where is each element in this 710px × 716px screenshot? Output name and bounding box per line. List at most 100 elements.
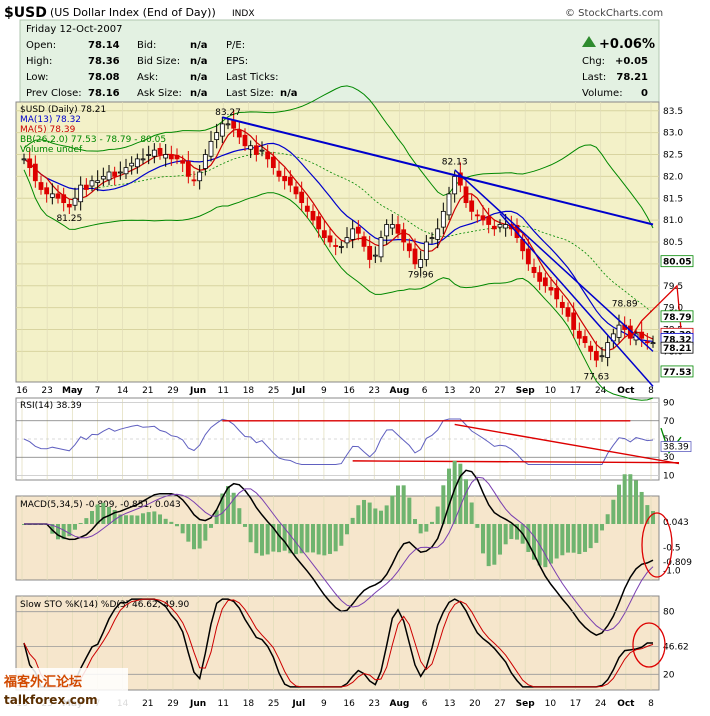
x-axis-label: 21: [142, 386, 153, 396]
macd-histogram-bar: [339, 524, 344, 546]
macd-histogram-bar: [515, 524, 519, 540]
x-axis-label-bottom: Aug: [389, 699, 409, 709]
macd-histogram-bar: [158, 514, 162, 524]
macd-histogram-bar: [186, 524, 191, 542]
candle-body: [219, 123, 225, 137]
candle-body: [112, 171, 118, 177]
candle-body: [168, 154, 174, 160]
candle-body: [208, 140, 214, 157]
macd-histogram-bar: [356, 505, 361, 524]
quote-value: n/a: [280, 88, 298, 99]
macd-histogram-bar: [209, 524, 213, 528]
candle-body: [259, 149, 265, 152]
rsi-y-tick: 90: [663, 399, 675, 409]
macd-histogram-bar: [583, 524, 587, 552]
candle-body: [174, 154, 180, 160]
bb-lower-line: [23, 169, 654, 401]
macd-histogram-bar: [214, 510, 219, 524]
candle-body: [129, 162, 135, 167]
macd-histogram-bar: [135, 515, 140, 524]
price-y-tick: 79.5: [663, 282, 683, 292]
macd-histogram-bar: [554, 524, 559, 559]
macd-histogram-bar: [441, 485, 446, 524]
quote-label: P/E:: [226, 40, 245, 51]
sto-y-tick: 20: [663, 670, 675, 680]
x-axis-label-bottom: 8: [648, 699, 654, 709]
x-axis-label: 11: [218, 386, 229, 396]
price-y-tick: 81.5: [663, 194, 683, 204]
x-axis-label-bottom: 13: [444, 699, 455, 709]
rsi-downtrend: [454, 423, 680, 465]
right-label: 77.53: [663, 368, 691, 378]
price-legend-entry: MA(5) 78.39: [20, 125, 76, 135]
x-axis-label: 14: [117, 386, 129, 396]
quote-value: 78.14: [88, 40, 120, 51]
candle-body: [435, 228, 441, 240]
macd-histogram-bar: [220, 493, 225, 524]
macd-histogram-bar: [543, 524, 548, 568]
candle-body: [123, 167, 129, 175]
x-axis-label-bottom: 24: [595, 699, 607, 709]
quote-label: EPS:: [226, 56, 248, 67]
macd-histogram-bar: [418, 524, 423, 534]
rsi-y-tick: 10: [663, 471, 675, 481]
candle-body: [49, 193, 55, 198]
macd-histogram-bar: [299, 524, 304, 554]
macd-histogram-bar: [124, 515, 128, 524]
price-annotation: 77.63: [583, 373, 609, 383]
macd-histogram-bar: [192, 524, 196, 550]
quote-label: Low:: [26, 72, 49, 83]
macd-histogram-bar: [628, 474, 633, 524]
macd-histogram-bar: [129, 515, 134, 524]
quote-label: Bid:: [137, 40, 156, 51]
x-axis-label: 10: [545, 386, 557, 396]
price-legend-entry: BB(26,2.0) 77.53 - 78.79 - 80.05: [20, 135, 166, 145]
macd-histogram-bar: [447, 468, 451, 524]
price-y-tick: 83.5: [663, 107, 683, 117]
candle-body: [140, 158, 146, 161]
quote-grid: Open: 78.14 Bid: n/a P/E: High: 78.36 Bid Size:…: [26, 40, 298, 99]
macd-histogram-bar: [203, 524, 208, 541]
brand[interactable]: © StockCharts.com: [565, 8, 663, 19]
macd-histogram-bar: [435, 506, 440, 524]
rsi-legend: RSI(14) 38.39: [20, 401, 82, 411]
macd-histogram-bar: [577, 524, 582, 555]
ma5-line: [23, 128, 654, 352]
macd-histogram-bar: [328, 524, 332, 554]
macd-histogram-bar: [277, 524, 281, 553]
macd-histogram-bar: [316, 524, 321, 555]
sto-legend: Slow STO %K(14) %D(3) 46.62, 49.90: [20, 600, 190, 610]
exchange: INDX: [232, 9, 254, 19]
macd-histogram-bar: [492, 524, 497, 565]
macd-histogram-bar: [600, 524, 604, 531]
macd-histogram-bar: [362, 499, 366, 524]
macd-histogram-bar: [639, 491, 644, 524]
candle-body: [157, 147, 163, 155]
macd-histogram-bar: [226, 486, 230, 524]
candle-body: [452, 175, 458, 195]
macd-histogram-bar: [509, 524, 514, 540]
macd-histogram-bar: [588, 524, 593, 549]
rsi-support: [352, 460, 680, 464]
candle-body: [418, 259, 424, 268]
candle-body: [236, 129, 242, 138]
x-axis-label-bottom: 6: [422, 699, 428, 709]
macd-histogram-bar: [571, 524, 576, 553]
x-axis-label-bottom: 17: [570, 699, 581, 709]
quote-date: Friday 12-Oct-2007: [26, 24, 122, 35]
macd-line: [24, 469, 654, 637]
x-axis-label-bottom: 16: [343, 699, 355, 709]
candle-body: [214, 132, 220, 141]
macd-histogram-bar: [424, 524, 429, 532]
candle-body: [491, 225, 497, 230]
x-axis-label: 20: [469, 386, 481, 396]
candle-body: [78, 184, 84, 203]
macd-histogram-bar: [231, 492, 236, 524]
candle-body: [248, 145, 254, 150]
sto-y-tick: 80: [663, 608, 675, 618]
x-axis-label-bottom: 27: [494, 699, 505, 709]
price-annotation: 81.25: [56, 214, 82, 224]
macd-histogram-bar: [401, 485, 406, 524]
